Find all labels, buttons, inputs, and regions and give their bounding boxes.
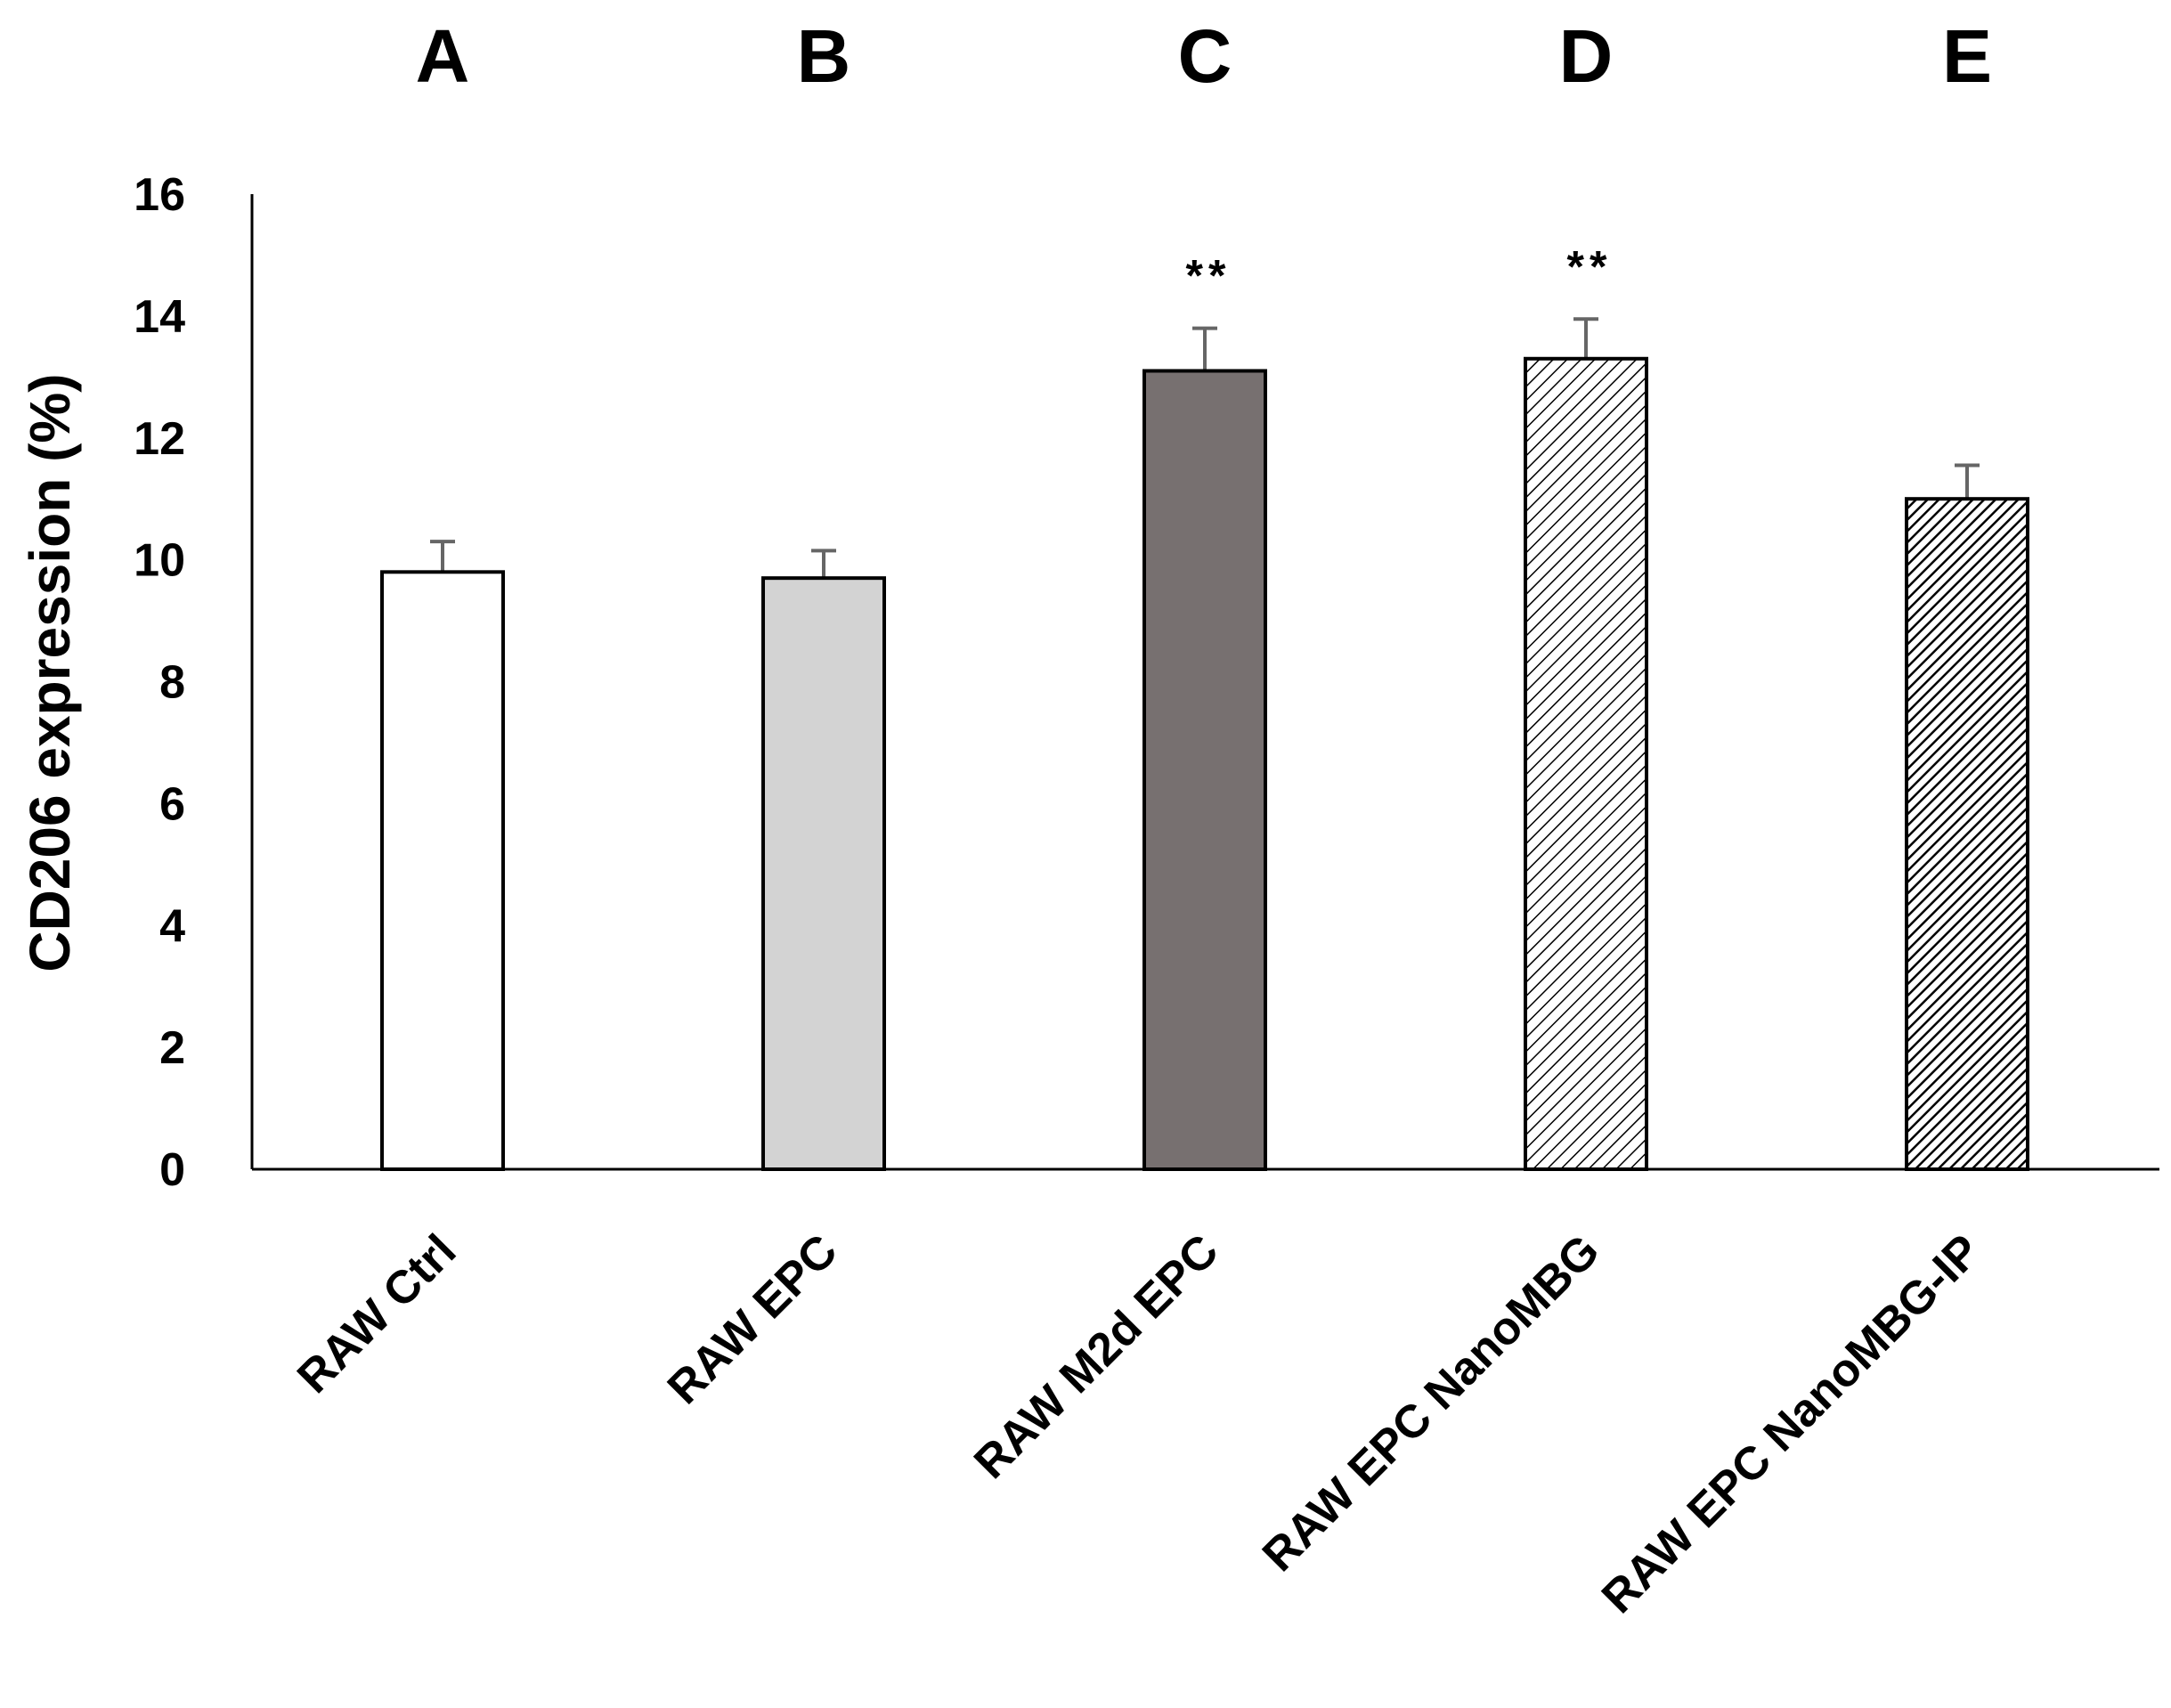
y-tick-label: 4 (159, 900, 185, 952)
significance-label: ** (1567, 241, 1613, 291)
bar-raw-epc-nanombg-ip (1905, 497, 2029, 1171)
bar-raw-epc-nanombg (1524, 356, 1648, 1171)
y-tick-label: 12 (134, 413, 185, 465)
group-letter: B (797, 14, 851, 98)
y-tick-label: 0 (159, 1144, 185, 1196)
bar-raw-ctrl (380, 570, 505, 1171)
x-tick-label: RAW EPC NanoMBG-IP (1592, 1224, 1991, 1623)
group-letter: A (416, 14, 470, 98)
bar-raw-epc (761, 576, 886, 1171)
x-tick-label: RAW EPC NanoMBG (1253, 1224, 1610, 1582)
group-letter: E (1942, 14, 1992, 98)
y-tick-label: 6 (159, 778, 185, 830)
x-tick-label: RAW M2d EPC (964, 1224, 1228, 1488)
x-tick-label: RAW Ctrl (288, 1224, 466, 1403)
y-tick-label: 10 (134, 535, 185, 587)
group-letter: D (1559, 14, 1614, 98)
y-tick-label: 8 (159, 657, 185, 709)
bar-raw-m2d-epc (1142, 369, 1267, 1171)
x-tick-label: RAW EPC (658, 1224, 848, 1414)
significance-label: ** (1186, 251, 1232, 301)
y-tick-label: 2 (159, 1022, 185, 1074)
y-tick-label: 16 (134, 169, 185, 221)
y-tick-label: 14 (134, 291, 185, 343)
group-letter: C (1178, 14, 1232, 98)
y-axis-title: CD206 expression (%) (18, 373, 82, 972)
